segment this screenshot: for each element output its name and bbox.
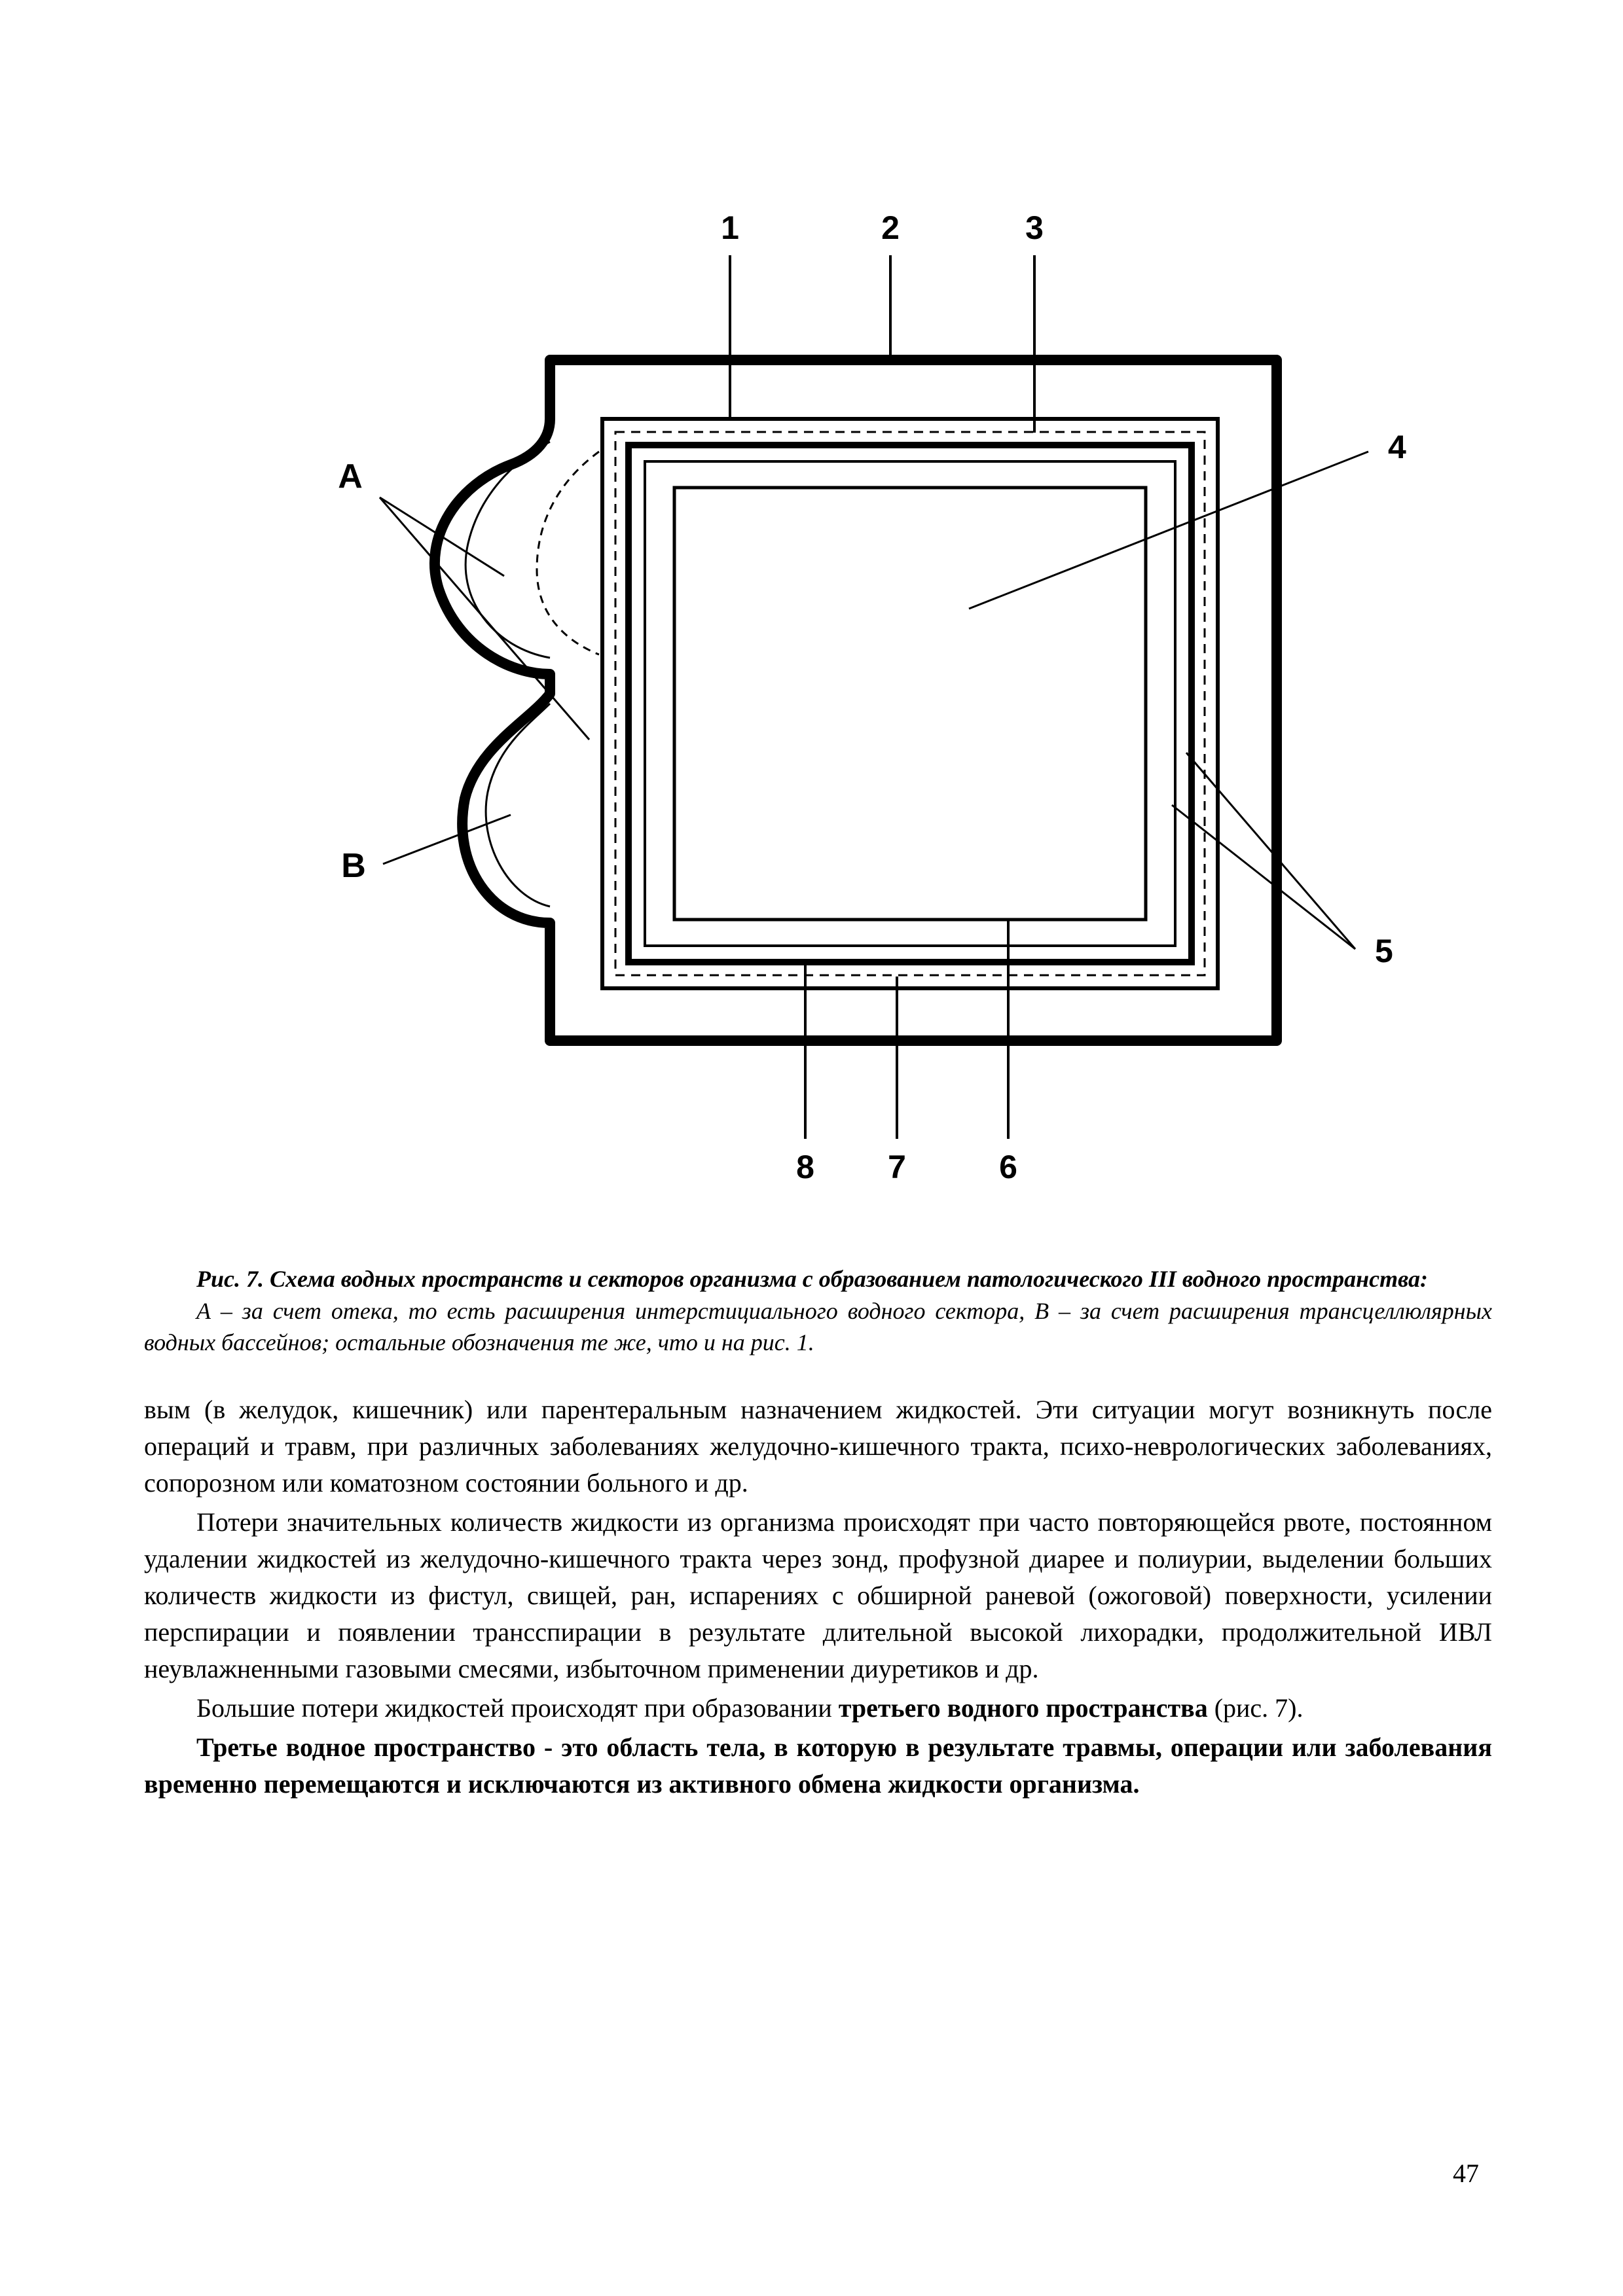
paragraph-3: Большие потери жидкостей происходят при … <box>144 1690 1492 1727</box>
label-1: 1 <box>721 209 739 246</box>
p3-c: (рис. 7). <box>1208 1693 1304 1723</box>
label-2: 2 <box>881 209 900 246</box>
label-5: 5 <box>1375 933 1393 969</box>
page-number: 47 <box>1453 2156 1479 2191</box>
paragraph-2: Потери значительных количеств жидкости и… <box>144 1504 1492 1687</box>
p3-a: Большие потери жидкостей происходят при … <box>196 1693 839 1723</box>
label-6: 6 <box>999 1149 1017 1185</box>
label-A: А <box>338 457 363 495</box>
label-7: 7 <box>888 1149 906 1185</box>
figure-container: 1 2 3 4 5 8 7 6 А В <box>144 111 1492 1224</box>
label-3: 3 <box>1025 209 1044 246</box>
label-8: 8 <box>796 1149 814 1185</box>
caption-title: Рис. 7. Схема водных пространств и секто… <box>144 1263 1492 1295</box>
diagram-svg: 1 2 3 4 5 8 7 6 А В <box>196 111 1440 1224</box>
paragraph-4: Третье водное пространство - это область… <box>144 1729 1492 1803</box>
p3-bold: третьего водного пространства <box>839 1693 1208 1723</box>
figure-caption: Рис. 7. Схема водных пространств и секто… <box>144 1263 1492 1359</box>
caption-notes: А – за счет отека, то есть расширения ин… <box>144 1295 1492 1359</box>
label-4: 4 <box>1388 429 1406 465</box>
body-text: вым (в желудок, кишечник) или парентерал… <box>144 1391 1492 1803</box>
paragraph-1: вым (в желудок, кишечник) или парентерал… <box>144 1391 1492 1501</box>
label-B: В <box>341 847 366 885</box>
